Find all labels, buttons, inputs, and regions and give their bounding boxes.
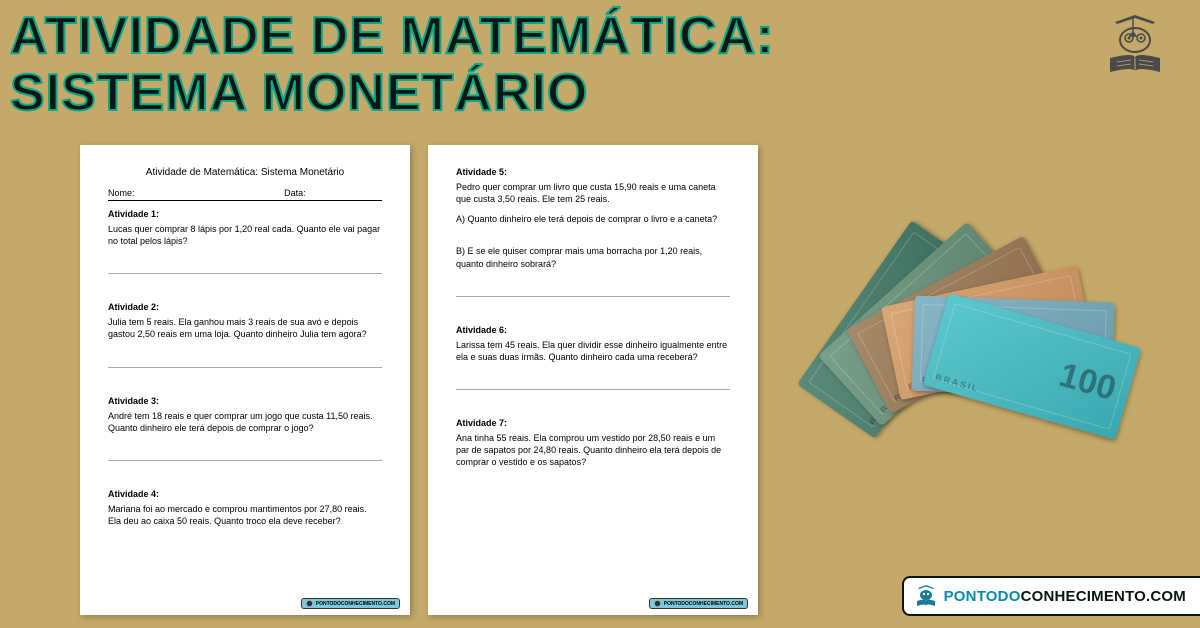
worksheet-page-2: Atividade 5: Pedro quer comprar um livro… bbox=[428, 145, 758, 615]
worksheet-fields: Nome: Data: bbox=[108, 188, 382, 201]
worksheets-container: Atividade de Matemática: Sistema Monetár… bbox=[80, 145, 758, 615]
worksheet-footer: PONTODOCONHECIMENTO.COM bbox=[649, 598, 748, 609]
money-fan-image: BRASILBRASILBRASIL50BRASILBRASIL100BRASI… bbox=[830, 245, 1150, 485]
footer-badge: PONTODOCONHECIMENTO.COM bbox=[301, 598, 400, 609]
site-badge-text: PONTODOCONHECIMENTO.COM bbox=[944, 588, 1186, 605]
divider bbox=[108, 273, 382, 274]
activity-text: Lucas quer comprar 8 lápis por 1,20 real… bbox=[108, 223, 382, 247]
activity-text: Mariana foi ao mercado e comprou mantime… bbox=[108, 503, 382, 527]
footer-badge-text: PONTODOCONHECIMENTO.COM bbox=[316, 601, 395, 607]
activity-3: Atividade 3: André tem 18 reais e quer c… bbox=[108, 396, 382, 461]
activity-label: Atividade 4: bbox=[108, 489, 382, 499]
title-line-2: SISTEMA MONETÁRIO bbox=[10, 65, 774, 122]
worksheet-page-1: Atividade de Matemática: Sistema Monetár… bbox=[80, 145, 410, 615]
divider bbox=[108, 460, 382, 461]
activity-text: Ana tinha 55 reais. Ela comprou um vesti… bbox=[456, 432, 730, 468]
activity-text: André tem 18 reais e quer comprar um jog… bbox=[108, 410, 382, 434]
activity-6: Atividade 6: Larissa tem 45 reais. Ela q… bbox=[456, 325, 730, 390]
data-label: Data: bbox=[284, 188, 382, 198]
owl-tiny-icon bbox=[654, 600, 661, 607]
divider bbox=[108, 367, 382, 368]
brand-part-1: PONTODO bbox=[944, 588, 1021, 605]
worksheet-title: Atividade de Matemática: Sistema Monetár… bbox=[108, 167, 382, 178]
activity-label: Atividade 2: bbox=[108, 302, 382, 312]
nome-label: Nome: bbox=[108, 188, 284, 198]
owl-badge-icon bbox=[914, 584, 938, 608]
activity-1: Atividade 1: Lucas quer comprar 8 lápis … bbox=[108, 209, 382, 274]
activity-4: Atividade 4: Mariana foi ao mercado e co… bbox=[108, 489, 382, 527]
activity-7: Atividade 7: Ana tinha 55 reais. Ela com… bbox=[456, 418, 730, 468]
owl-tiny-icon bbox=[306, 600, 313, 607]
activity-2: Atividade 2: Julia tem 5 reais. Ela ganh… bbox=[108, 302, 382, 367]
site-badge: PONTODOCONHECIMENTO.COM bbox=[902, 576, 1200, 616]
footer-badge-text: PONTODOCONHECIMENTO.COM bbox=[664, 601, 743, 607]
activity-text: Julia tem 5 reais. Ela ganhou mais 3 rea… bbox=[108, 316, 382, 340]
activity-5: Atividade 5: Pedro quer comprar um livro… bbox=[456, 167, 730, 297]
activity-label: Atividade 3: bbox=[108, 396, 382, 406]
activity-sub-b: B) E se ele quiser comprar mais uma borr… bbox=[456, 245, 730, 269]
activity-label: Atividade 1: bbox=[108, 209, 382, 219]
page-title: ATIVIDADE DE MATEMÁTICA: SISTEMA MONETÁR… bbox=[10, 8, 774, 122]
activity-text: Pedro quer comprar um livro que custa 15… bbox=[456, 181, 730, 205]
title-line-1: ATIVIDADE DE MATEMÁTICA: bbox=[10, 8, 774, 65]
footer-badge: PONTODOCONHECIMENTO.COM bbox=[649, 598, 748, 609]
brand-part-2: CONHECIMENTO.COM bbox=[1021, 588, 1186, 605]
divider bbox=[456, 296, 730, 297]
activity-label: Atividade 5: bbox=[456, 167, 730, 177]
activity-label: Atividade 6: bbox=[456, 325, 730, 335]
activity-label: Atividade 7: bbox=[456, 418, 730, 428]
activity-text: Larissa tem 45 reais. Ela quer dividir e… bbox=[456, 339, 730, 363]
divider bbox=[456, 389, 730, 390]
owl-book-logo-icon bbox=[1095, 10, 1175, 80]
activity-sub-a: A) Quanto dinheiro ele terá depois de co… bbox=[456, 213, 730, 225]
worksheet-footer: PONTODOCONHECIMENTO.COM bbox=[301, 598, 400, 609]
